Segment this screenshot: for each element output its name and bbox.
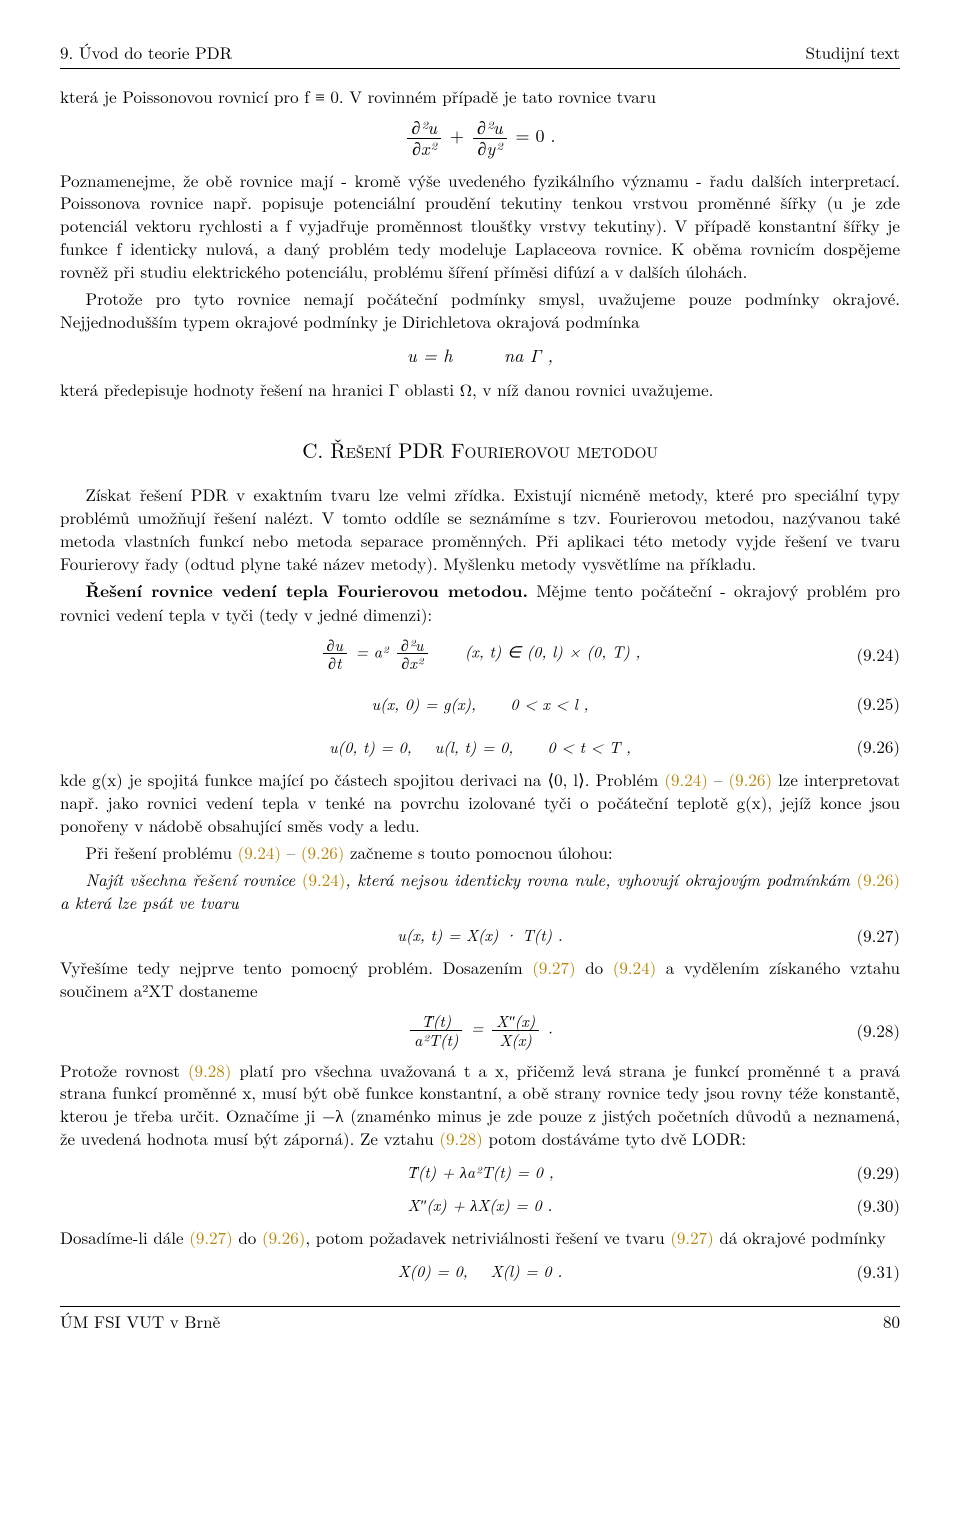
ref-9-26[interactable]: (9.26) [301, 840, 344, 864]
ref-9-26[interactable]: (9.26) [262, 1225, 305, 1249]
eq-text: X″(x) + λX(x) = 0 . [408, 1193, 553, 1216]
footer-left: ÚM FSI VUT v Brně [60, 1309, 220, 1333]
eq-frac-bot: X(x) [492, 1031, 539, 1049]
paragraph-7: Při řešení problému (9.24) – (9.26) začn… [60, 841, 900, 864]
equation-9-30: X″(x) + λX(x) = 0 . (9.30) [60, 1193, 900, 1216]
paragraph-2a: Poznamenejme, že obě rovnice mají - krom… [60, 169, 900, 284]
eq-number: (9.30) [857, 1193, 900, 1217]
p7e: začneme s touto pomocnou úlohou: [344, 840, 612, 864]
p6c: – [708, 767, 729, 791]
footer-rule [60, 1306, 900, 1307]
header-rule [60, 68, 900, 69]
p4-text: Získat řešení PDR v exaktním tvaru lze v… [60, 482, 900, 575]
ref-9-24[interactable]: (9.24) [302, 867, 345, 891]
p9c: do [576, 955, 613, 979]
ref-9-27[interactable]: (9.27) [189, 1225, 232, 1249]
equation-9-29: Ṫ(t) + λa²T(t) = 0 , (9.29) [60, 1160, 900, 1183]
p8e: a která lze psát ve tvaru [60, 890, 239, 914]
paragraph-5: Řešení rovnice vedení tepla Fourierovou … [60, 579, 900, 626]
ref-9-24[interactable]: (9.24) [238, 840, 281, 864]
eq-number: (9.29) [857, 1160, 900, 1184]
eq-frac-bot: ∂y² [473, 139, 507, 159]
p8c: , která nejsou identicky rovna nule, vyh… [345, 867, 856, 891]
equation-9-27: u(x, t) = X(x) · T(t) . (9.27) [60, 923, 900, 946]
paragraph-1: která je Poissonovou rovnicí pro f ≡ 0. … [60, 85, 900, 108]
ref-9-27[interactable]: (9.27) [670, 1225, 713, 1249]
paragraph-6: kde g(x) je spojitá funkce mající po čás… [60, 768, 900, 837]
page-footer: ÚM FSI VUT v Brně 80 [60, 1309, 900, 1333]
paragraph-11: Dosadíme-li dále (9.27) do (9.26), potom… [60, 1226, 900, 1249]
paragraph-10: Protože rovnost (9.28) platí pro všechna… [60, 1059, 900, 1151]
p11c: do [233, 1225, 262, 1249]
page-header: 9. Úvod do teorie PDR Studijní text [60, 40, 900, 64]
p7a: Při řešení problému [86, 840, 238, 864]
equation-laplace: ∂²u∂x² + ∂²u∂y² = 0 . [60, 118, 900, 159]
eq-tail: . [542, 1016, 553, 1039]
p9a: Vyřešíme tedy nejprve tento pomocný prob… [60, 955, 532, 979]
eq-number: (9.31) [857, 1259, 900, 1283]
eq-text: u(0, t) = 0, u(l, t) = 0, 0 < t < T , [329, 735, 631, 758]
p8a: Najít všechna řešení rovnice [86, 867, 302, 891]
eq-text: u(x, 0) = g(x), 0 < x < l , [372, 692, 589, 715]
p7c: – [281, 840, 301, 864]
ref-9-27[interactable]: (9.27) [532, 955, 575, 979]
ref-9-24[interactable]: (9.24) [613, 955, 656, 979]
eq-eq: = [465, 1016, 489, 1039]
ref-9-28[interactable]: (9.28) [188, 1058, 231, 1082]
equation-9-28: Ṫ(t)a²T(t) = X″(x)X(x) . (9.28) [60, 1012, 900, 1048]
eq-mid: = a² [350, 639, 394, 662]
ref-9-26[interactable]: (9.26) [857, 867, 900, 891]
footer-right: 80 [883, 1309, 900, 1333]
eq-number: (9.27) [857, 923, 900, 947]
p11e: , potom požadavek netriviálnosti řešení … [305, 1225, 670, 1249]
equation-9-31: X(0) = 0, X(l) = 0 . (9.31) [60, 1259, 900, 1282]
ref-9-24[interactable]: (9.24) [664, 767, 707, 791]
p6a: kde g(x) je spojitá funkce mající po čás… [60, 767, 664, 791]
eq-text: Ṫ(t) + λa²T(t) = 0 , [406, 1160, 553, 1183]
p5-lead: Řešení rovnice vedení tepla Fourierovou … [86, 579, 528, 603]
equation-9-26: u(0, t) = 0, u(l, t) = 0, 0 < t < T , (9… [60, 735, 900, 758]
eq-frac-bot: ∂x² [407, 139, 441, 159]
p10e: potom dostáváme tyto dvě LODR: [483, 1126, 746, 1150]
eq-tail: = 0 . [510, 123, 556, 148]
paragraph-3: která předepisuje hodnoty řešení na hran… [60, 378, 900, 401]
eq-frac-bot: a²T(t) [410, 1031, 462, 1049]
eq-text: u = h na Γ , [407, 343, 553, 368]
p10a: Protože rovnost [60, 1058, 188, 1082]
eq-number: (9.28) [857, 1018, 900, 1042]
paragraph-4: Získat řešení PDR v exaktním tvaru lze v… [60, 483, 900, 575]
section-title-c: C. Řešení PDR Fourierovou metodou [60, 435, 900, 465]
header-right: Studijní text [806, 40, 901, 64]
paragraph-8: Najít všechna řešení rovnice (9.24), kte… [60, 868, 900, 914]
eq-frac-bot: ∂x² [397, 654, 428, 672]
eq-number: (9.26) [857, 734, 900, 758]
ref-9-26[interactable]: (9.26) [729, 767, 772, 791]
page: 9. Úvod do teorie PDR Studijní text kter… [0, 0, 960, 1530]
ref-9-28[interactable]: (9.28) [439, 1126, 482, 1150]
eq-tail: (x, t) ∈ (0, l) × (0, T) , [431, 639, 641, 662]
paragraph-9: Vyřešíme tedy nejprve tento pomocný prob… [60, 956, 900, 1002]
header-left: 9. Úvod do teorie PDR [60, 40, 232, 64]
eq-number: (9.24) [857, 642, 900, 666]
eq-text: u(x, t) = X(x) · T(t) . [397, 923, 562, 946]
equation-9-24: ∂u∂t = a² ∂²u∂x² (x, t) ∈ (0, l) × (0, T… [60, 636, 900, 672]
p11a: Dosadíme-li dále [60, 1225, 189, 1249]
equation-9-25: u(x, 0) = g(x), 0 < x < l , (9.25) [60, 692, 900, 715]
eq-plus: + [444, 123, 470, 148]
paragraph-2b: Protože pro tyto rovnice nemají počátečn… [60, 287, 900, 333]
eq-frac-bot: ∂t [323, 654, 348, 672]
equation-dirichlet: u = h na Γ , [60, 343, 900, 368]
eq-text: X(0) = 0, X(l) = 0 . [398, 1259, 563, 1282]
eq-number: (9.25) [857, 691, 900, 715]
p11g: dá okrajové podmínky [714, 1225, 886, 1249]
